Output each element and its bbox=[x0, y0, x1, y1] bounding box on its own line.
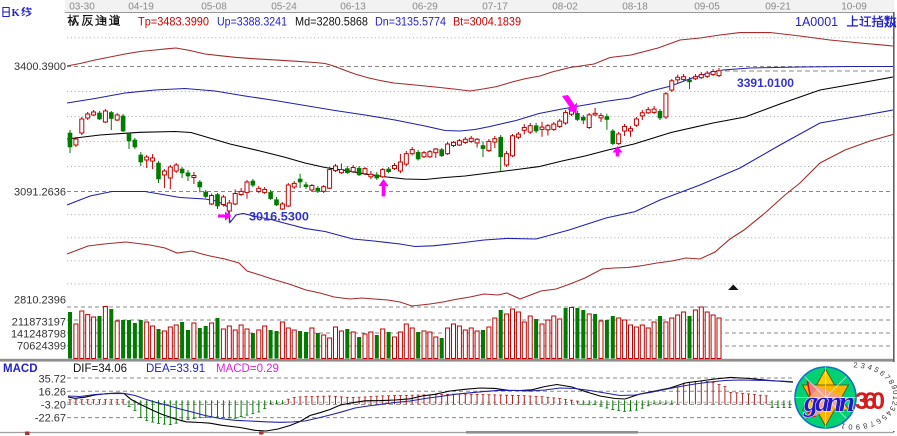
svg-text:8: 8 bbox=[862, 421, 868, 431]
svg-text:05-08: 05-08 bbox=[201, 2, 227, 13]
svg-text:Up=3388.3241: Up=3388.3241 bbox=[217, 15, 287, 29]
svg-text:9: 9 bbox=[855, 422, 860, 431]
svg-text:Dn=3135.5774: Dn=3135.5774 bbox=[375, 15, 446, 29]
svg-text:06-29: 06-29 bbox=[412, 2, 438, 13]
svg-text:7: 7 bbox=[883, 373, 893, 382]
svg-text:360: 360 bbox=[855, 388, 885, 415]
svg-text:3016.5300: 3016.5300 bbox=[249, 210, 309, 224]
svg-text:2: 2 bbox=[890, 400, 897, 406]
svg-text:3391.0100: 3391.0100 bbox=[737, 76, 794, 90]
svg-text:03-30: 03-30 bbox=[69, 2, 95, 13]
svg-text:09-05: 09-05 bbox=[694, 2, 720, 13]
svg-text:0: 0 bbox=[848, 422, 853, 431]
svg-text:4: 4 bbox=[866, 362, 873, 372]
svg-text:-22.67: -22.67 bbox=[35, 413, 66, 425]
svg-text:5: 5 bbox=[880, 413, 889, 422]
svg-text:MACD: MACD bbox=[3, 363, 38, 375]
svg-text:07-17: 07-17 bbox=[482, 2, 508, 13]
svg-text:MACD=0.29: MACD=0.29 bbox=[216, 363, 279, 375]
svg-text:2810.2396: 2810.2396 bbox=[14, 295, 66, 307]
svg-text:10-09: 10-09 bbox=[841, 2, 867, 13]
svg-text:1: 1 bbox=[891, 395, 897, 400]
svg-text:0: 0 bbox=[891, 390, 897, 395]
svg-text:3091.2636: 3091.2636 bbox=[14, 187, 66, 199]
svg-text:DEA=33.91: DEA=33.91 bbox=[146, 363, 205, 375]
svg-text:09-21: 09-21 bbox=[765, 2, 791, 13]
svg-text:Bt=3004.1839: Bt=3004.1839 bbox=[453, 15, 521, 29]
svg-text:6: 6 bbox=[878, 368, 887, 377]
svg-text:9: 9 bbox=[889, 384, 897, 391]
svg-text:1: 1 bbox=[840, 421, 846, 431]
svg-text:141248798: 141248798 bbox=[11, 329, 66, 341]
svg-text:K: K bbox=[12, 8, 21, 19]
svg-text:gann: gann bbox=[803, 386, 855, 418]
svg-text:1A0001: 1A0001 bbox=[795, 15, 838, 29]
svg-text:35.72: 35.72 bbox=[38, 374, 66, 386]
svg-text:08-02: 08-02 bbox=[552, 2, 578, 13]
svg-text:-3.20: -3.20 bbox=[41, 400, 66, 412]
svg-text:7: 7 bbox=[868, 419, 876, 429]
svg-text:4: 4 bbox=[884, 409, 894, 417]
svg-text:211873197: 211873197 bbox=[12, 317, 66, 329]
svg-text:Md=3280.5868: Md=3280.5868 bbox=[295, 15, 368, 29]
svg-text:Tp=3483.3990: Tp=3483.3990 bbox=[138, 15, 209, 29]
svg-text:8: 8 bbox=[886, 378, 896, 386]
svg-text:DIF=34.06: DIF=34.06 bbox=[73, 363, 127, 375]
svg-text:06-13: 06-13 bbox=[340, 2, 366, 13]
svg-text:3: 3 bbox=[888, 405, 897, 412]
svg-text:70624399: 70624399 bbox=[17, 341, 66, 353]
svg-text:2: 2 bbox=[853, 360, 857, 369]
svg-text:6: 6 bbox=[874, 416, 883, 426]
svg-text:05-24: 05-24 bbox=[271, 2, 297, 13]
svg-text:04-19: 04-19 bbox=[128, 2, 154, 13]
svg-text:3400.3900: 3400.3900 bbox=[14, 61, 66, 73]
svg-text:5: 5 bbox=[872, 365, 880, 375]
svg-text:16.26: 16.26 bbox=[38, 386, 66, 398]
svg-text:3: 3 bbox=[860, 361, 866, 371]
svg-text:08-18: 08-18 bbox=[622, 2, 648, 13]
